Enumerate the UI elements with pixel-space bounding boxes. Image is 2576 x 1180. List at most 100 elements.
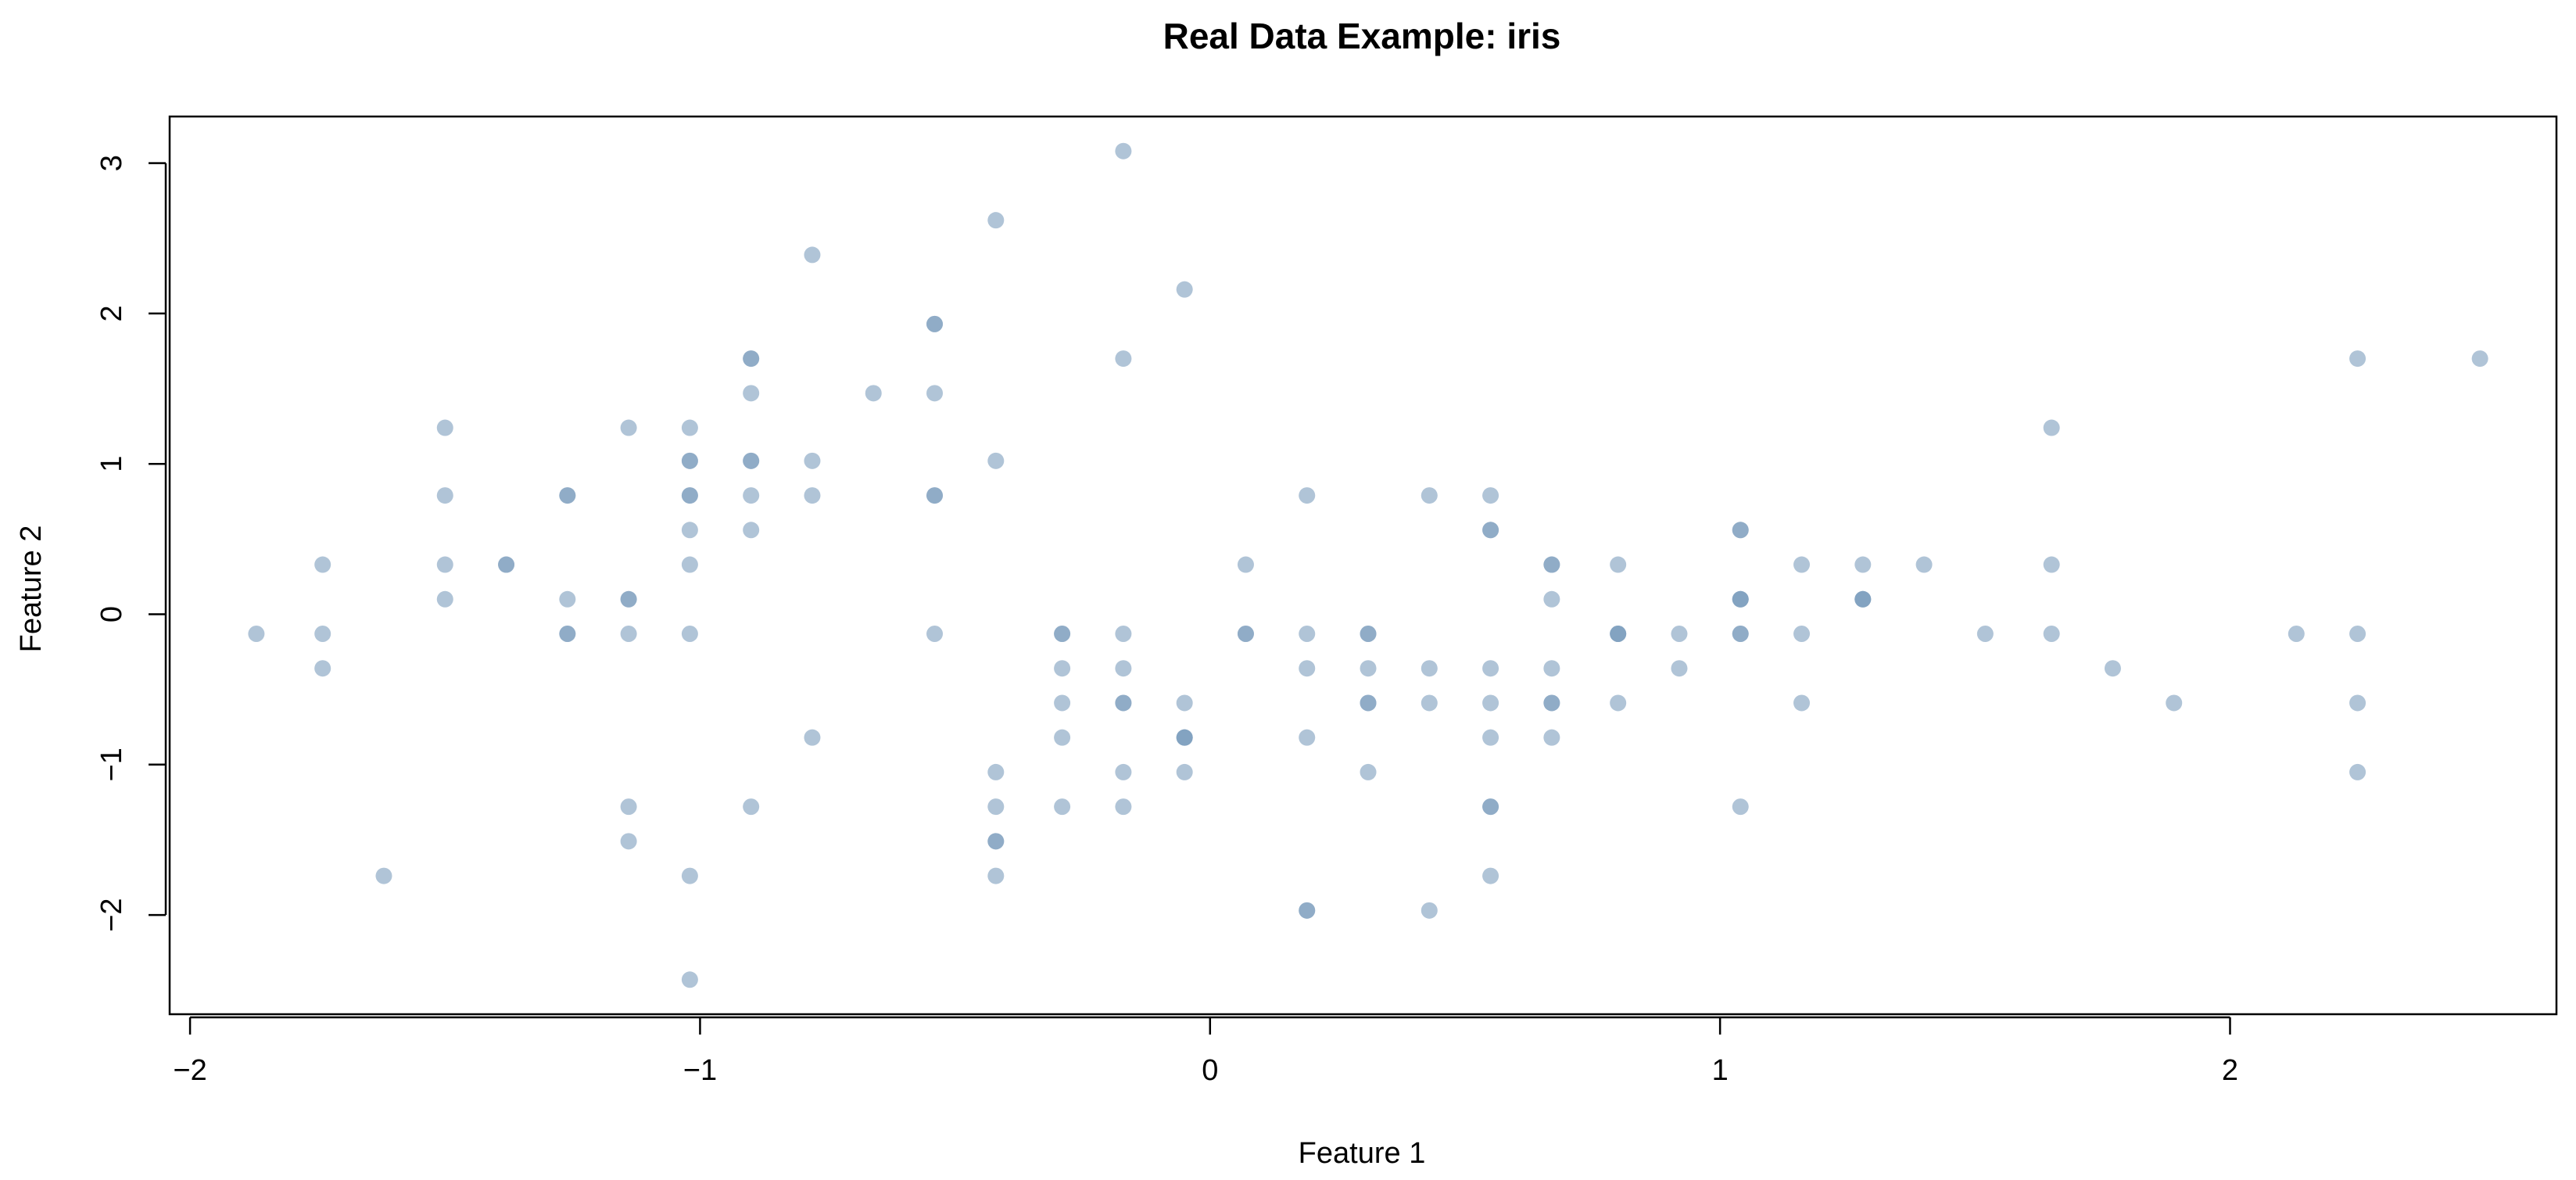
data-point (1482, 729, 1499, 746)
data-point (1360, 694, 1377, 712)
data-point (1115, 142, 1132, 160)
y-tick-label: 2 (95, 305, 128, 321)
data-point (1115, 625, 1132, 642)
data-point (926, 315, 944, 332)
data-point (1115, 694, 1132, 712)
y-axis: −2 −1 0 1 2 3 (95, 155, 167, 932)
data-point (1421, 694, 1438, 712)
data-point (1543, 729, 1560, 746)
data-point (1482, 867, 1499, 884)
data-point (681, 522, 698, 539)
data-point (1054, 694, 1071, 712)
data-point (1482, 798, 1499, 816)
data-point (804, 246, 821, 264)
x-tick-label: 2 (2222, 1054, 2238, 1087)
data-point (681, 487, 698, 504)
data-point (375, 867, 392, 884)
data-point (1671, 625, 1688, 642)
data-point (1237, 556, 1254, 573)
data-point (743, 385, 760, 402)
data-point (1421, 487, 1438, 504)
x-tick-label: 0 (1202, 1054, 1218, 1087)
data-point (1610, 556, 1627, 573)
data-point (926, 625, 944, 642)
data-point (987, 833, 1005, 850)
data-point (2349, 694, 2366, 712)
data-point (681, 556, 698, 573)
data-point (620, 625, 637, 642)
data-point (314, 660, 331, 677)
data-point (620, 833, 637, 850)
data-point (1421, 660, 1438, 677)
data-point (620, 419, 637, 436)
data-point (1482, 522, 1499, 539)
data-point (2349, 625, 2366, 642)
data-point (1854, 590, 1872, 608)
data-point (1176, 729, 1193, 746)
data-point (681, 625, 698, 642)
data-point (1482, 660, 1499, 677)
data-point (1915, 556, 1933, 573)
y-tick-label: −1 (95, 748, 128, 781)
data-point (1054, 660, 1071, 677)
data-point (681, 419, 698, 436)
data-point (1732, 798, 1749, 816)
data-point (1793, 694, 1811, 712)
data-point (926, 385, 944, 402)
data-point (1732, 522, 1749, 539)
data-point (743, 522, 760, 539)
x-axis: −2 −1 0 1 2 (173, 1016, 2238, 1087)
data-point (1793, 625, 1811, 642)
data-point (1543, 556, 1560, 573)
x-tick-label: 1 (1712, 1054, 1729, 1087)
data-point (1299, 902, 1316, 919)
data-point (1543, 694, 1560, 712)
data-points (248, 142, 2488, 988)
data-point (1176, 763, 1193, 780)
data-point (987, 763, 1005, 780)
data-point (743, 798, 760, 816)
data-point (987, 452, 1005, 469)
data-point (987, 867, 1005, 884)
data-point (1610, 625, 1627, 642)
data-point (1976, 625, 1994, 642)
data-point (1543, 590, 1560, 608)
data-point (1054, 729, 1071, 746)
data-point (1421, 902, 1438, 919)
x-tick-label: −2 (173, 1054, 206, 1087)
data-point (1671, 660, 1688, 677)
data-point (436, 419, 453, 436)
data-point (436, 590, 453, 608)
data-point (681, 867, 698, 884)
data-point (1299, 625, 1316, 642)
data-point (1115, 763, 1132, 780)
data-point (804, 452, 821, 469)
data-point (804, 729, 821, 746)
data-point (1360, 625, 1377, 642)
data-point (2349, 350, 2366, 368)
data-point (1054, 798, 1071, 816)
data-point (2349, 763, 2366, 780)
y-axis-label: Feature 2 (15, 525, 48, 653)
data-point (681, 452, 698, 469)
data-point (2166, 694, 2183, 712)
data-point (865, 385, 882, 402)
data-point (681, 971, 698, 988)
y-tick-label: −2 (95, 898, 128, 931)
data-point (436, 487, 453, 504)
data-point (743, 350, 760, 368)
data-point (743, 452, 760, 469)
data-point (620, 798, 637, 816)
data-point (1299, 487, 1316, 504)
data-point (436, 556, 453, 573)
data-point (1054, 625, 1071, 642)
data-point (1610, 694, 1627, 712)
x-axis-label: Feature 1 (1299, 1137, 1426, 1170)
data-point (1793, 556, 1811, 573)
data-point (559, 625, 576, 642)
data-point (1732, 590, 1749, 608)
data-point (804, 487, 821, 504)
data-point (1237, 625, 1254, 642)
data-point (1176, 694, 1193, 712)
